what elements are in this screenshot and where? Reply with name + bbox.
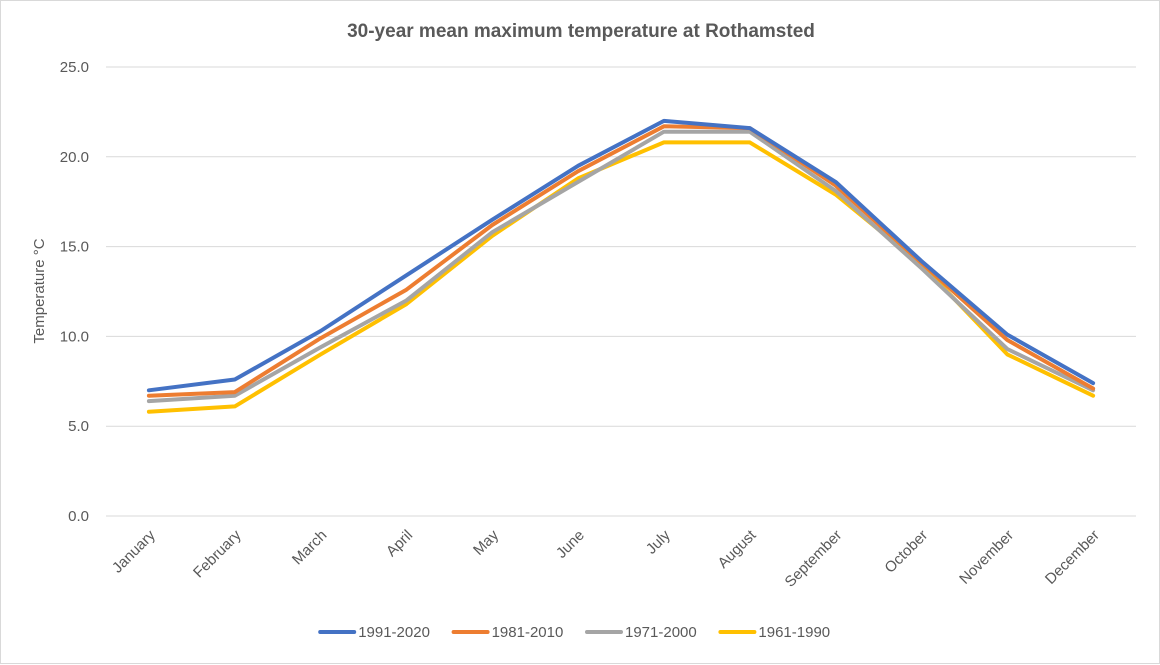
y-axis-label: Temperature °C (31, 238, 48, 343)
y-axis-ticks: 0.0 5.0 10.0 15.0 20.0 25.0 (60, 59, 89, 525)
x-tick-label: March (289, 527, 330, 568)
x-tick-label: February (190, 526, 245, 581)
legend-label-1961-1990: 1961-1990 (758, 624, 830, 641)
series-line-1991-2020 (146, 118, 1096, 393)
x-tick-label: June (553, 527, 588, 562)
x-tick-label: November (956, 527, 1017, 588)
x-tick-label: October (881, 527, 931, 577)
legend-label-1991-2020: 1991-2020 (358, 624, 430, 641)
series-line-1961-1990 (146, 140, 1096, 414)
y-tick-label: 15.0 (60, 239, 89, 256)
x-tick-label: July (643, 526, 674, 557)
chart-title: 30-year mean maximum temperature at Roth… (347, 21, 815, 42)
x-tick-label: April (383, 527, 416, 560)
x-tick-label: December (1042, 527, 1103, 588)
legend-label-1981-2010: 1981-2010 (492, 624, 564, 641)
gridlines (106, 66, 1136, 517)
x-axis-ticks: January February March April May June July Augu… (109, 526, 1103, 590)
y-tick-label: 25.0 (60, 59, 89, 76)
series-line-1971-2000 (146, 129, 1096, 404)
y-tick-label: 0.0 (68, 508, 89, 525)
x-tick-label: August (715, 526, 761, 572)
y-tick-label: 5.0 (68, 418, 89, 435)
x-tick-label: September (782, 527, 846, 591)
y-tick-label: 10.0 (60, 328, 89, 345)
x-tick-label: January (109, 526, 159, 576)
legend-label-1971-2000: 1971-2000 (625, 624, 697, 641)
y-tick-label: 20.0 (60, 149, 89, 166)
legend: 1991-2020 1981-2010 1971-2000 1961-1990 (318, 624, 830, 641)
series-lines (146, 118, 1096, 414)
series-line-1981-2010 (146, 124, 1096, 398)
x-tick-label: May (470, 526, 502, 558)
